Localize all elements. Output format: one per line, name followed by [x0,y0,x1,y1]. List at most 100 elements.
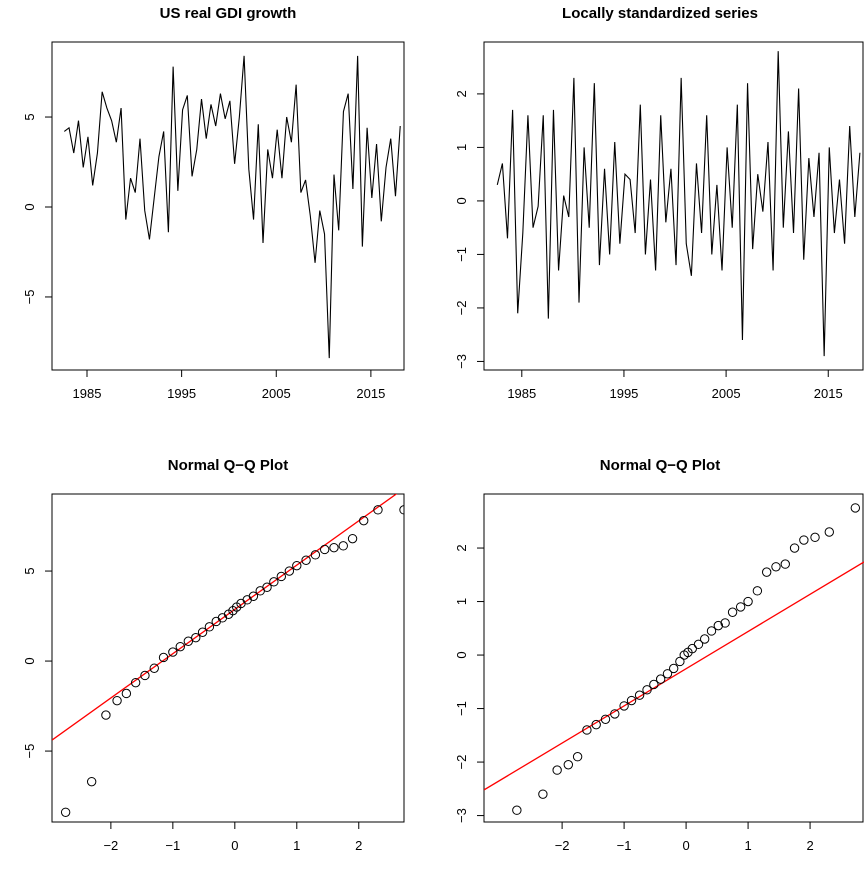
qq-point [373,505,383,515]
qq-point [687,643,697,654]
qq-point [538,789,548,799]
qq-point [130,677,141,688]
qq-point [824,527,834,537]
qq-point [101,710,111,720]
qq-point [191,632,201,643]
y-tick-label: 5 [22,113,37,120]
qq-point [269,577,279,587]
series-line [496,51,861,357]
x-tick-label: 0 [231,838,238,853]
qq-point [276,571,286,582]
x-tick-label: 1985 [507,386,536,401]
qq-point [284,566,295,576]
qq-point [699,634,710,644]
qq-point [693,639,704,650]
qq-point [211,616,221,627]
plot-frame [483,493,864,823]
qq-point [329,542,339,553]
qq-point [662,669,673,679]
x-tick-label: −1 [617,838,632,853]
qq-point [512,805,522,815]
panel-title: Normal Q−Q Plot [168,457,288,474]
qq-point [572,752,583,762]
plot-frame [51,493,405,823]
qq-point [60,807,71,817]
y-tick-label: −1 [454,701,469,716]
qq-point [121,688,132,699]
qq-point [338,541,348,551]
plot-frame [51,41,405,371]
x-tick-label: 1995 [167,386,196,401]
y-tick-label: −3 [454,354,469,369]
qq-point [743,596,753,607]
x-tick-label: 2 [355,838,362,853]
qq-point [655,674,666,684]
qq-point [149,663,159,673]
x-tick-label: 2015 [814,386,843,401]
y-tick-label: −5 [22,290,37,305]
qq-point [582,725,592,735]
plot-area [484,503,864,815]
panel-title: US real GDI growth [160,5,297,22]
qq-point [552,765,562,775]
qq-point [168,647,178,657]
qq-point [810,532,820,543]
qq-point [735,602,746,612]
qq-point [799,535,809,545]
reference-line [484,561,864,791]
y-tick-label: 0 [454,197,469,204]
qq-point [347,533,358,544]
y-tick-label: −1 [454,247,469,262]
qq-point [600,714,611,724]
plot-frame [483,41,864,371]
x-tick-label: 2015 [356,386,385,401]
qq-point [310,550,321,560]
plot-area [63,55,401,359]
qq-point [292,560,302,571]
qq-point [301,555,311,565]
x-tick-label: 2 [806,838,813,853]
qq-point [626,695,637,706]
y-tick-label: 5 [22,567,37,574]
x-tick-label: 1 [293,838,300,853]
x-tick-label: 1985 [73,386,102,401]
qq-point [112,695,122,706]
qq-point [668,663,679,674]
qq-point [752,586,763,596]
qq-point [780,559,790,569]
qq-point [204,622,215,632]
y-tick-label: 1 [454,144,469,151]
qq-point [197,627,208,637]
x-tick-label: 1995 [609,386,638,401]
qq-point [158,652,169,663]
x-tick-label: −1 [165,838,180,853]
qq-point [850,503,861,513]
qq-point [634,690,645,700]
y-tick-label: 1 [454,598,469,605]
y-tick-label: 0 [454,651,469,658]
qq-point [319,544,330,555]
plot-area [52,494,404,817]
x-tick-label: −2 [103,838,118,853]
x-tick-label: 0 [682,838,689,853]
panel-title: Locally standardized series [562,5,758,22]
qq-point [399,505,404,515]
qq-point [563,760,574,770]
qq-point [86,776,97,787]
qq-point [175,641,185,652]
qq-point [140,670,150,681]
x-tick-label: −2 [555,838,570,853]
qq-point [761,567,772,577]
qq-point [675,656,685,667]
y-tick-label: −3 [454,808,469,823]
qq-point [771,562,781,572]
y-tick-label: 2 [454,544,469,551]
y-tick-label: 2 [454,90,469,97]
panel-title: Normal Q−Q Plot [600,457,720,474]
plot-area [496,51,861,357]
reference-line [52,494,398,741]
qq-point [619,701,629,711]
qq-point [262,582,272,592]
y-tick-label: 0 [22,203,37,210]
